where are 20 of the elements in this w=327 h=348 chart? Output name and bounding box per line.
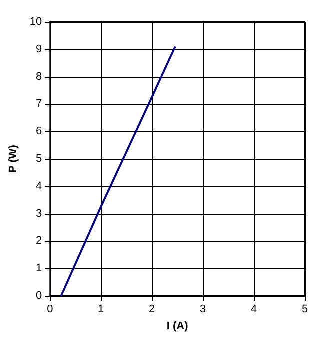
x-tick-label: 0 xyxy=(47,304,54,316)
y-tick-label: 7 xyxy=(36,98,42,110)
y-tick-label: 3 xyxy=(36,208,42,220)
y-tick-label: 9 xyxy=(36,43,42,56)
y-tick-label: 0 xyxy=(36,290,42,302)
x-tick-label: 5 xyxy=(302,304,308,316)
y-tick-label: 1 xyxy=(36,262,42,275)
x-tick-label: 4 xyxy=(250,304,258,316)
x-tick-label: 2 xyxy=(149,304,156,316)
y-tick-label: 5 xyxy=(36,153,42,165)
y-tick-label: 10 xyxy=(30,16,42,28)
y-tick-label: 4 xyxy=(36,180,42,192)
y-tick-label: 8 xyxy=(36,70,42,83)
x-axis-title: I (A) xyxy=(166,320,189,332)
y-tick-label: 2 xyxy=(36,235,42,248)
x-tick-label: 1 xyxy=(98,304,104,316)
x-tick-label: 3 xyxy=(200,304,206,316)
line-series xyxy=(60,46,176,297)
y-axis-title: P (W) xyxy=(8,144,20,173)
y-tick-label: 6 xyxy=(36,126,42,138)
